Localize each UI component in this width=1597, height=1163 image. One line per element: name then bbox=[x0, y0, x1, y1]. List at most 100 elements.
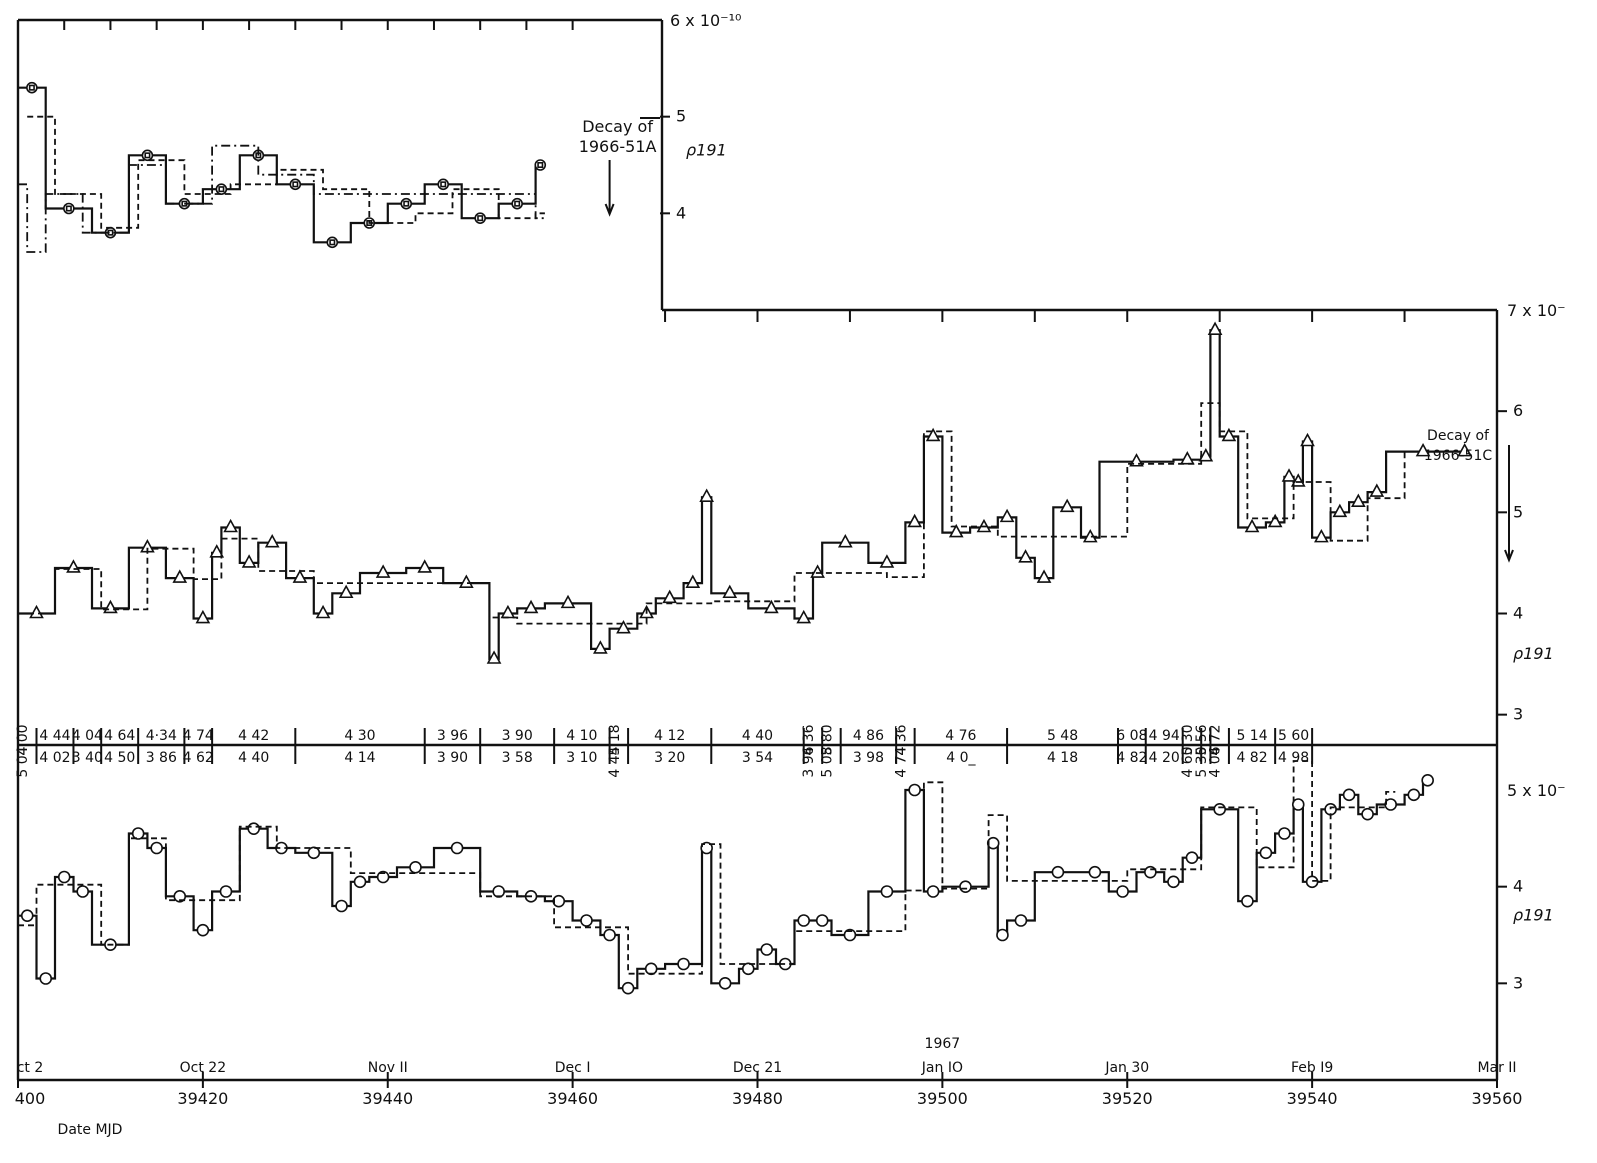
data-point-triangle bbox=[223, 518, 238, 533]
data-point-circle bbox=[644, 962, 658, 976]
lower-row-cell: 3 90 bbox=[437, 750, 468, 766]
date-label: Feb I9 bbox=[1291, 1060, 1333, 1076]
decay-arrow-head bbox=[1504, 549, 1514, 563]
data-point-circle bbox=[718, 977, 732, 990]
data-point-circle bbox=[797, 914, 811, 927]
data-point-triangle bbox=[796, 609, 812, 624]
data-point-circle bbox=[1407, 788, 1421, 802]
upper-row-cell: 4 86 bbox=[853, 728, 884, 744]
data-point-circle bbox=[1384, 798, 1397, 811]
upper-row-cell: 4 74 bbox=[183, 728, 214, 744]
data-point-circle bbox=[492, 885, 505, 898]
data-point-circle bbox=[450, 841, 464, 855]
data-point-circle bbox=[1342, 788, 1356, 802]
panel-middle: 6 5 4 3 7 x 10⁻ ρ191 Decay of 1966-51C bbox=[18, 301, 1566, 724]
data-point-triangle bbox=[417, 559, 433, 573]
panel-bottom: 4 3 5 x 10⁻ ρ191 bbox=[18, 760, 1566, 995]
data-point-triangle bbox=[29, 604, 44, 619]
lower-row-cell: 4 20 bbox=[1149, 750, 1180, 766]
data-point-triangle bbox=[560, 594, 576, 609]
data-point-triangle bbox=[523, 599, 539, 614]
y-axis-max-label: 6 x 10⁻¹⁰ bbox=[670, 11, 741, 30]
data-point-circle bbox=[1185, 851, 1199, 864]
upper-row-cell: 4 44 bbox=[39, 728, 70, 744]
data-point-circle bbox=[39, 972, 53, 985]
date-label: Jan IO bbox=[921, 1060, 963, 1076]
upper-row-cell: 4 42 bbox=[238, 728, 269, 744]
data-point-square-inner bbox=[477, 215, 484, 222]
upper-row-cell: 4·34 bbox=[146, 728, 177, 744]
data-point-triangle bbox=[925, 427, 941, 442]
upper-row-cell: 4 94 bbox=[1149, 728, 1180, 744]
data-point-circle bbox=[1051, 865, 1065, 879]
data-point-circle bbox=[173, 890, 187, 903]
data-point-circle bbox=[1361, 807, 1374, 821]
data-point-triangle bbox=[1179, 451, 1195, 465]
data-point-circle bbox=[815, 914, 829, 927]
data-point-circle bbox=[307, 846, 321, 860]
upper-row-cell: 3 90 bbox=[502, 728, 533, 744]
data-point-square-inner bbox=[403, 200, 410, 207]
data-point-triangle bbox=[338, 584, 354, 599]
annotation-line-2: 1966-51C bbox=[1424, 448, 1492, 464]
upper-row-cell: 4 10 bbox=[566, 728, 597, 744]
upper-row-cell: 4 64 bbox=[104, 728, 135, 744]
data-point-circle bbox=[1014, 914, 1028, 927]
upper-row-cell: 4 12 bbox=[654, 728, 685, 744]
lower-row-cell: 4 02 bbox=[39, 750, 70, 766]
series-line-dashed bbox=[18, 760, 1396, 975]
data-point-circle bbox=[20, 909, 34, 922]
data-point-square-inner bbox=[440, 181, 447, 188]
y-tick-label: 4 bbox=[676, 203, 686, 222]
data-point-triangle bbox=[1267, 513, 1283, 528]
date-label: Jan 30 bbox=[1104, 1060, 1149, 1076]
data-point-square-inner bbox=[28, 84, 35, 91]
y-tick-label: 4 bbox=[1513, 877, 1523, 896]
data-point-circle bbox=[908, 783, 921, 797]
data-point-triangle bbox=[699, 488, 715, 502]
data-point-circle bbox=[131, 827, 145, 840]
upper-row-cell: 4 76 bbox=[945, 728, 976, 744]
data-point-circle bbox=[409, 861, 422, 874]
lower-row-cell: 4 18 bbox=[1047, 750, 1078, 766]
data-point-circle bbox=[353, 875, 367, 889]
upper-row-cell: 5 30 bbox=[1180, 724, 1196, 755]
upper-row-cell: 4 72 bbox=[1208, 724, 1224, 755]
lower-row-cell: 4 40 bbox=[238, 750, 269, 766]
data-point-circle bbox=[196, 923, 210, 937]
date-label: Mar II bbox=[1477, 1060, 1516, 1076]
data-point-square-inner bbox=[329, 239, 336, 246]
data-point-circle bbox=[926, 885, 940, 898]
data-point-circle bbox=[843, 928, 857, 942]
y-tick-label: 5 bbox=[1513, 502, 1523, 521]
lower-row-cell: 5 30 bbox=[1194, 746, 1210, 777]
data-point-circle bbox=[335, 899, 348, 913]
data-point-triangle bbox=[1244, 518, 1260, 533]
lower-row-cell: 5 04 bbox=[15, 746, 31, 777]
data-point-circle bbox=[700, 841, 713, 855]
data-point-triangle bbox=[1036, 569, 1052, 583]
data-point-triangle bbox=[1314, 528, 1329, 543]
data-point-triangle bbox=[879, 554, 895, 568]
data-point-triangle bbox=[1018, 549, 1033, 563]
y-tick-label: 3 bbox=[1513, 973, 1523, 992]
data-point-triangle bbox=[810, 564, 825, 578]
data-point-triangle bbox=[1290, 473, 1306, 487]
y-axis-label: ρ191 bbox=[686, 140, 727, 159]
data-point-triangle bbox=[764, 599, 779, 614]
x-tick-label: 39420 bbox=[177, 1089, 228, 1108]
data-point-circle bbox=[219, 885, 233, 898]
x-tick-label: 39520 bbox=[1102, 1089, 1153, 1108]
upper-row-cell: 4 04 bbox=[72, 728, 103, 744]
lower-row-cell: 3 98 bbox=[853, 750, 884, 766]
value-table: 4 00 4 44 4 04 4 64 4·34 4 74 4 42 4 30 3 96 3 90… bbox=[15, 724, 1314, 778]
data-point-square-inner bbox=[514, 200, 521, 207]
data-point-triangle bbox=[1207, 321, 1223, 336]
data-point-circle bbox=[580, 914, 593, 927]
annotation-line-2: 1966-51A bbox=[579, 137, 657, 156]
data-point-triangle bbox=[1369, 483, 1385, 497]
data-point-triangle bbox=[375, 564, 391, 578]
data-point-triangle bbox=[837, 534, 853, 548]
